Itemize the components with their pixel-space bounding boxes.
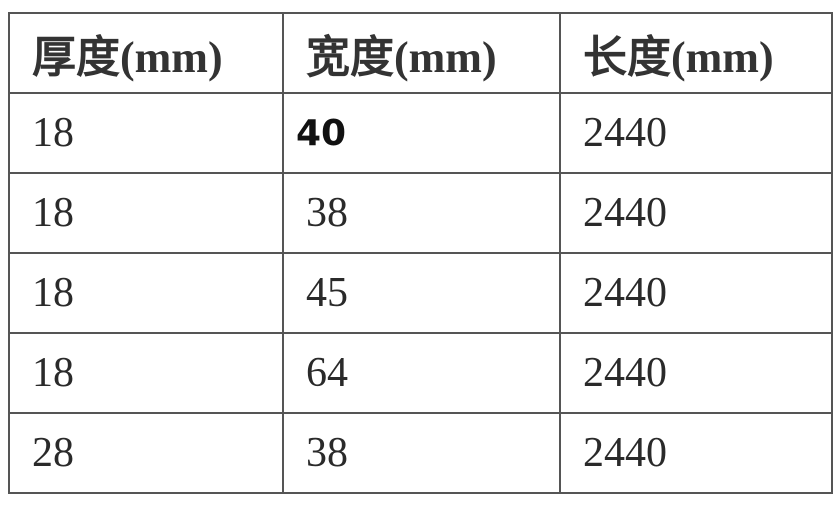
header-length: 长度(mm) bbox=[559, 12, 833, 94]
table-row: 18 38 2440 bbox=[8, 172, 833, 254]
table-row: 18 45 2440 bbox=[8, 252, 833, 334]
cell-thickness: 18 bbox=[8, 332, 284, 414]
cell-width: 38 bbox=[282, 412, 561, 494]
header-width: 宽度(mm) bbox=[282, 12, 561, 94]
table-row: 18 40 2440 bbox=[8, 92, 833, 174]
dimensions-table: 厚度(mm) 宽度(mm) 长度(mm) 18 40 2440 18 38 24… bbox=[8, 12, 833, 494]
cell-width: 40 bbox=[282, 92, 561, 174]
cell-length: 2440 bbox=[559, 172, 833, 254]
header-row: 厚度(mm) 宽度(mm) 长度(mm) bbox=[8, 12, 833, 94]
cell-thickness: 18 bbox=[8, 252, 284, 334]
cell-width: 45 bbox=[282, 252, 561, 334]
cell-length: 2440 bbox=[559, 332, 833, 414]
table-row: 18 64 2440 bbox=[8, 332, 833, 414]
cell-width: 64 bbox=[282, 332, 561, 414]
header-thickness: 厚度(mm) bbox=[8, 12, 284, 94]
table-row: 28 38 2440 bbox=[8, 412, 833, 494]
cell-width: 38 bbox=[282, 172, 561, 254]
cell-thickness: 18 bbox=[8, 92, 284, 174]
cell-length: 2440 bbox=[559, 252, 833, 334]
cell-length: 2440 bbox=[559, 92, 833, 174]
cell-length: 2440 bbox=[559, 412, 833, 494]
cell-thickness: 18 bbox=[8, 172, 284, 254]
cell-thickness: 28 bbox=[8, 412, 284, 494]
